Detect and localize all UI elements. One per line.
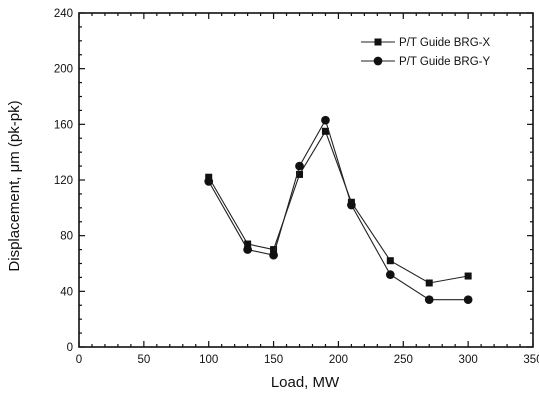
legend-item: P/T Guide BRG-Y xyxy=(361,56,491,68)
y-tick-label: 160 xyxy=(54,119,73,131)
circle-marker xyxy=(204,177,214,186)
circle-marker xyxy=(347,200,356,210)
legend-square-marker xyxy=(374,38,382,46)
circle-marker xyxy=(385,270,395,279)
circle-marker xyxy=(321,115,330,125)
y-tick-label: 120 xyxy=(54,175,73,187)
series-1 xyxy=(205,127,472,287)
axis-ticks xyxy=(78,12,534,348)
y-axis-title: Displacement, μm (pk-pk) xyxy=(6,100,23,271)
series-line xyxy=(208,118,469,301)
legend-item: P/T Guide BRG-X xyxy=(361,37,491,49)
circle-marker xyxy=(295,161,304,171)
square-marker xyxy=(321,127,329,135)
legend-circle-marker xyxy=(373,56,383,66)
square-marker xyxy=(244,240,252,248)
x-tick-label: 200 xyxy=(329,354,348,366)
x-tick-label: 300 xyxy=(459,354,478,366)
square-marker xyxy=(296,170,304,178)
x-tick-label: 0 xyxy=(76,354,82,366)
circle-marker xyxy=(269,250,278,260)
x-tick-label: 100 xyxy=(199,354,218,366)
series-2 xyxy=(204,115,473,305)
legend: P/T Guide BRG-X P/T Guide BRG-Y xyxy=(361,37,491,68)
y-tick-label: 240 xyxy=(54,8,73,20)
x-tick-label: 350 xyxy=(523,354,539,366)
square-marker xyxy=(270,246,278,254)
y-tick-label: 200 xyxy=(54,64,73,76)
square-marker xyxy=(386,257,394,265)
series-layer xyxy=(204,115,473,305)
circle-marker xyxy=(243,245,252,254)
legend-label: P/T Guide BRG-Y xyxy=(399,56,491,68)
x-tick-labels: 0 50 100 150 200 250 300 350 xyxy=(76,354,539,366)
y-tick-label: 40 xyxy=(60,286,73,298)
y-tick-labels: 0 40 80 120 160 200 240 xyxy=(54,8,73,354)
x-tick-label: 50 xyxy=(137,354,150,366)
circle-marker xyxy=(463,295,473,305)
square-marker xyxy=(425,279,433,287)
x-tick-label: 150 xyxy=(264,354,283,366)
circle-marker xyxy=(424,295,434,305)
y-tick-label: 80 xyxy=(60,231,73,243)
legend-label: P/T Guide BRG-X xyxy=(399,37,491,49)
y-tick-label: 0 xyxy=(67,342,73,354)
series-line xyxy=(208,130,469,284)
square-marker xyxy=(464,272,472,280)
x-axis-title: Load, MW xyxy=(271,374,340,391)
x-tick-label: 250 xyxy=(394,354,413,366)
